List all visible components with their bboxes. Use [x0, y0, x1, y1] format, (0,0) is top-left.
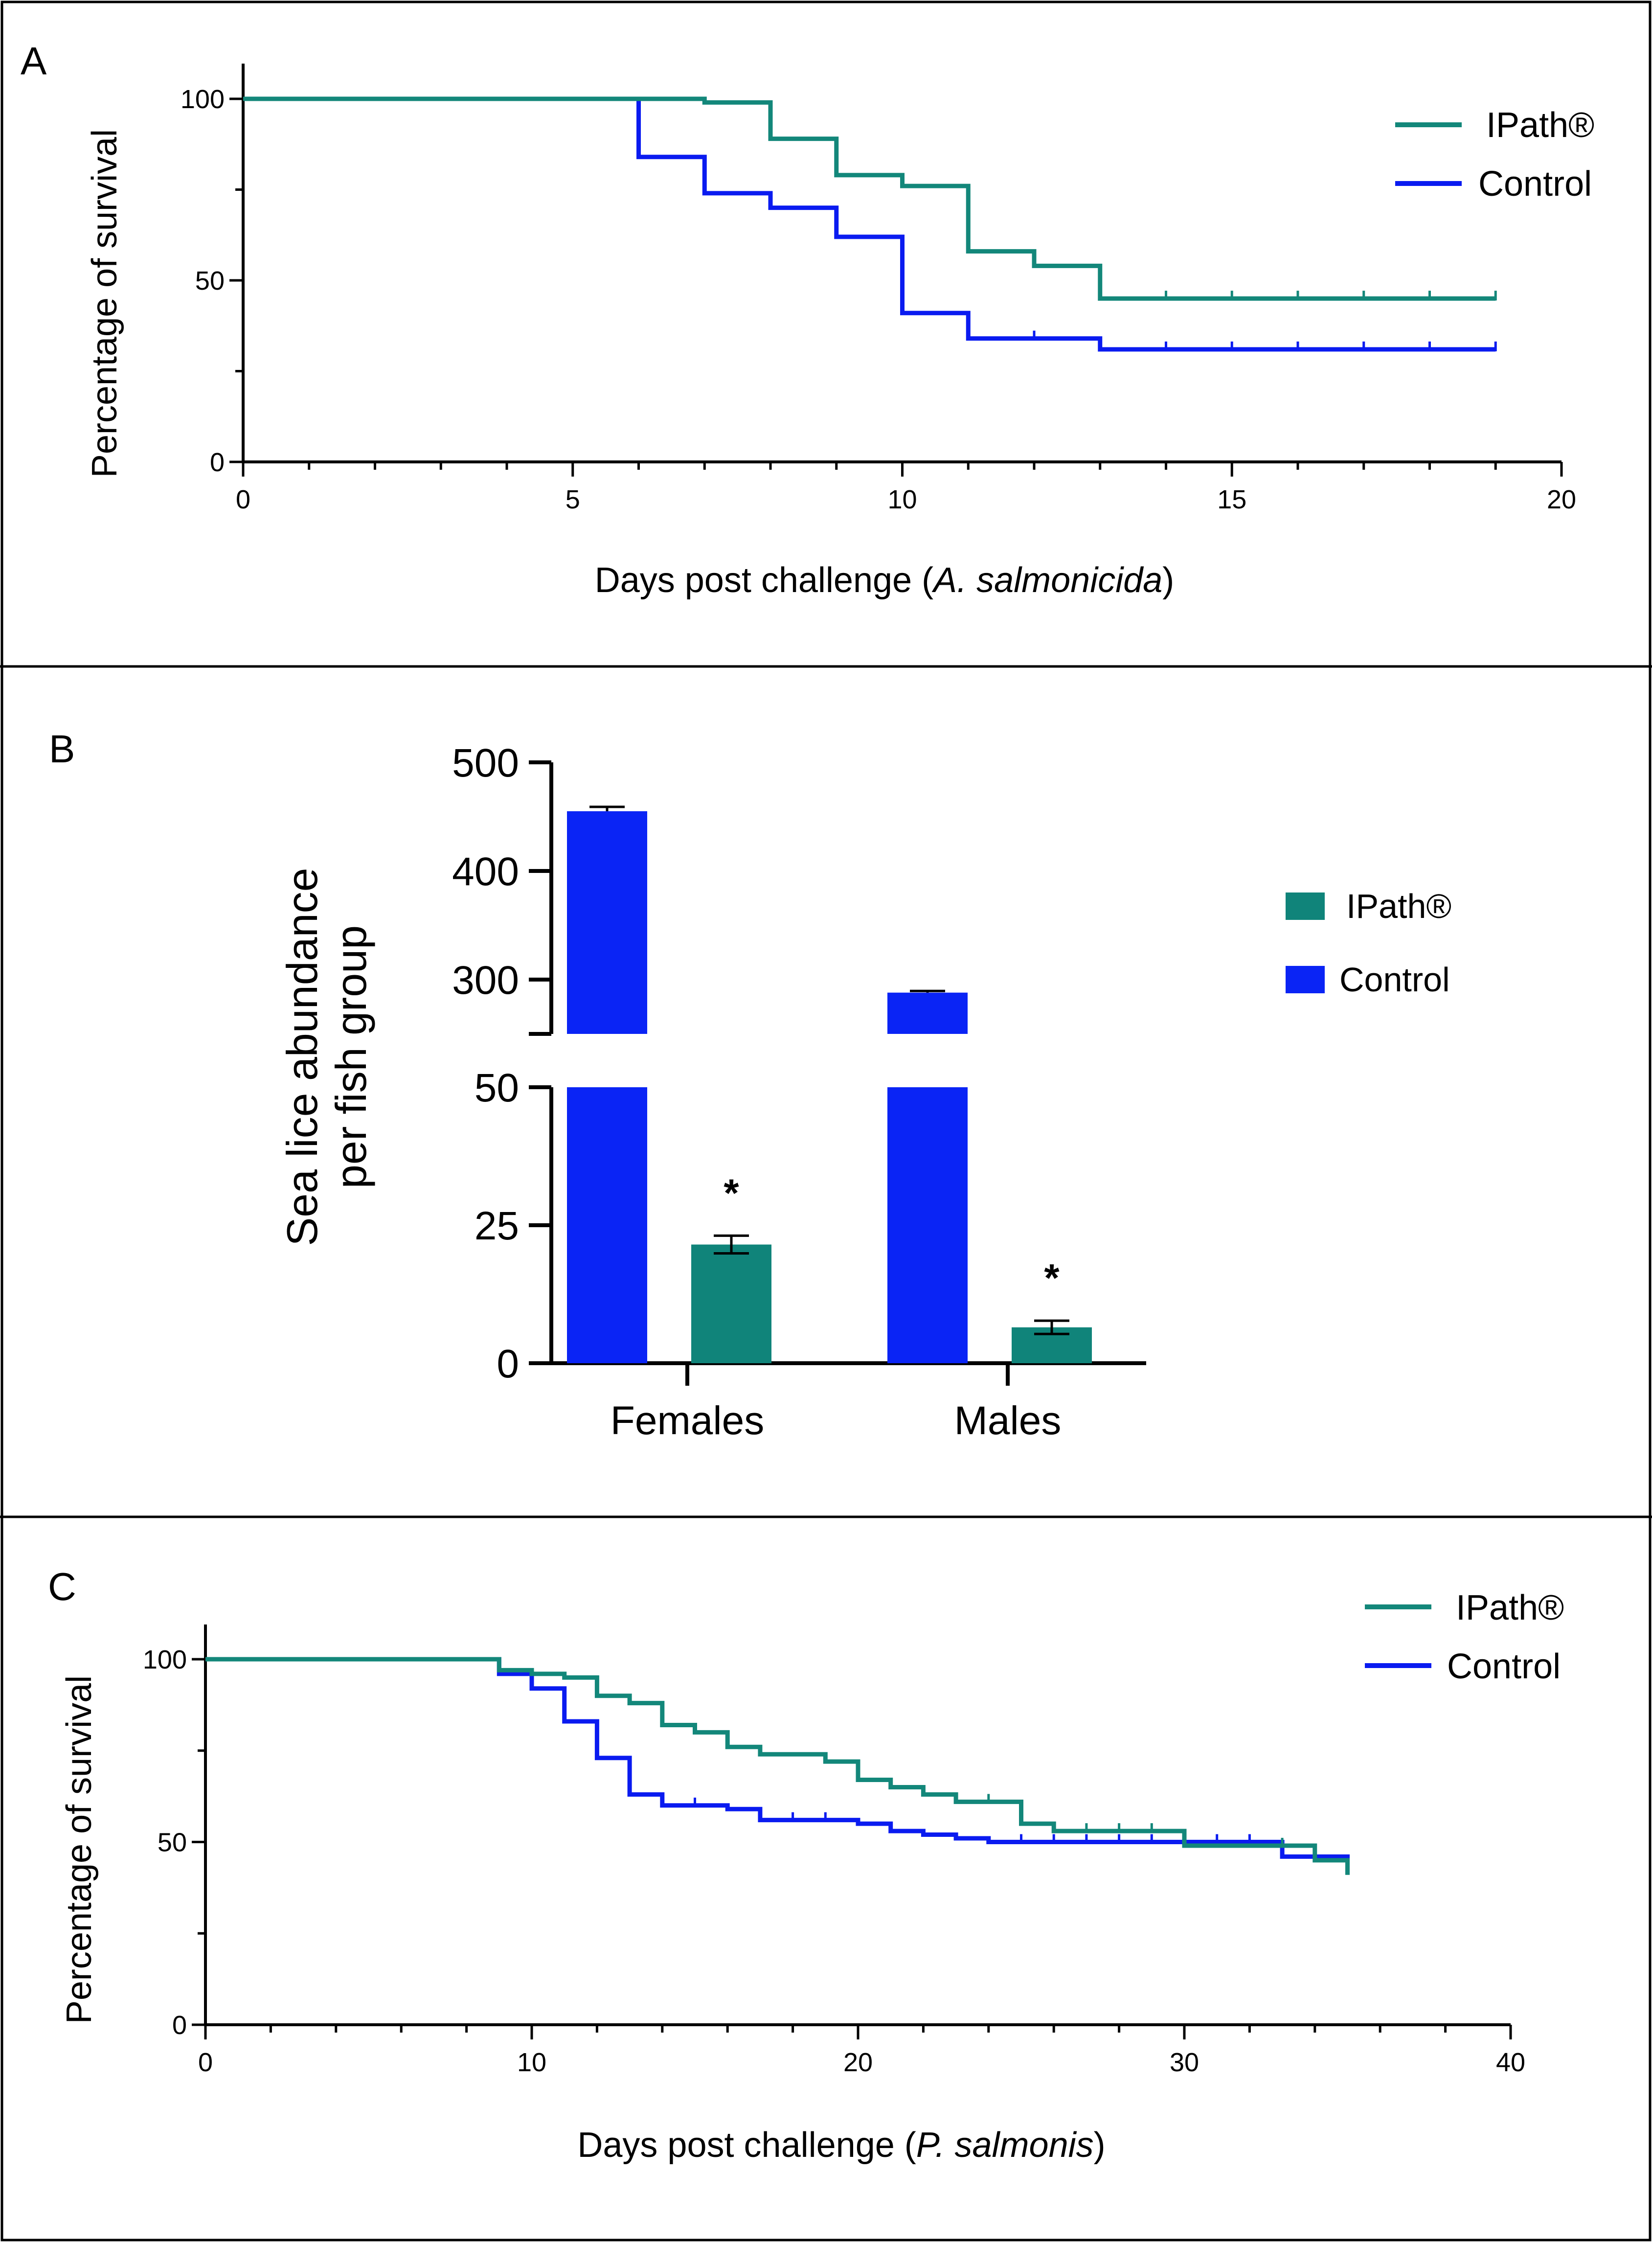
- panel-b-y-tick-label: 0: [497, 1342, 519, 1386]
- panel-a-x-tick-label: 15: [1217, 485, 1246, 514]
- panel-c-xlabel-italic: P. salmonis: [916, 2126, 1094, 2165]
- panel-a-line-control: [243, 96, 1496, 352]
- panel-b-significance-star: *: [724, 1171, 739, 1214]
- panel-c-x-tick-label: 20: [843, 2048, 873, 2077]
- panel-c-survival-chart: 0 10 20 30 40 0 50 100 Percentage of survival D…: [60, 1588, 1564, 2165]
- panel-a-legend: IPath® Control: [1395, 106, 1594, 204]
- panel-b-bars: **: [567, 805, 1092, 1363]
- panel-c-legend: IPath® Control: [1365, 1588, 1564, 1686]
- panel-a-survival-chart: 0 5 10 15 20 0 50 100 Percentage of survival Da…: [85, 64, 1594, 600]
- panel-letter-c: C: [48, 1565, 76, 1608]
- panel-a-y-tick-label: 100: [181, 85, 225, 114]
- panel-letter-a: A: [21, 39, 47, 83]
- panel-c-axes: 0 10 20 30 40 0 50 100: [143, 1624, 1525, 2077]
- panel-c-x-tick-label: 10: [517, 2048, 546, 2077]
- panel-b-x-tick-label: Females: [611, 1398, 764, 1443]
- panel-a-x-tick-label: 0: [236, 485, 250, 514]
- panel-b-x-tick-label: Males: [954, 1398, 1062, 1443]
- panel-c-legend-label-control: Control: [1447, 1647, 1561, 1686]
- panel-b-legend-label-ipath: IPath®: [1346, 887, 1451, 925]
- panel-b-legend-swatch-control: [1286, 966, 1325, 993]
- panel-b-y-tick-label: 50: [475, 1066, 519, 1110]
- panel-c-series: [205, 1657, 1350, 1875]
- panel-letter-b: B: [49, 727, 75, 771]
- panel-a-x-tick-label: 10: [887, 485, 917, 514]
- panel-b-bar-control-lower: [567, 1087, 647, 1363]
- panel-a-line-ipath: [243, 96, 1496, 301]
- panel-b-legend-label-control: Control: [1339, 961, 1450, 999]
- panel-c-xlabel-prefix: Days post challenge (: [577, 2126, 916, 2165]
- panel-a-legend-label-ipath: IPath®: [1486, 106, 1594, 145]
- panel-c-x-tick-label: 0: [198, 2048, 213, 2077]
- panel-b-bar-ipath: [691, 1244, 771, 1363]
- panel-b-legend-swatch-ipath: [1286, 892, 1325, 920]
- panel-a-y-tick-label: 0: [210, 448, 225, 477]
- panel-b-y-tick-label: 25: [475, 1204, 519, 1248]
- panel-c-x-tick-label: 40: [1496, 2048, 1525, 2077]
- panel-a-x-tick-label: 5: [566, 485, 580, 514]
- panel-c-y-tick-label: 50: [158, 1828, 187, 1857]
- panel-c-x-tick-label: 30: [1170, 2048, 1199, 2077]
- panel-a-xlabel-prefix: Days post challenge (: [595, 561, 933, 600]
- panel-b-y-tick-label: 300: [452, 958, 519, 1003]
- panel-b-axes: 300 400 500 0 25 50 Females Males: [452, 741, 1146, 1443]
- panel-b-y-tick-label: 500: [452, 741, 519, 785]
- panel-b-bar-control-upper: [887, 992, 968, 1034]
- panel-b-y-tick-label: 400: [452, 849, 519, 894]
- panel-a-x-tick-label: 20: [1547, 485, 1576, 514]
- panel-b-significance-star: *: [1044, 1256, 1060, 1300]
- panel-a-xlabel-italic: A. salmonicida: [931, 561, 1162, 600]
- panel-b-ylabel-line2: per fish group: [327, 925, 375, 1189]
- panel-b-ylabel-line1: Sea lice abundance: [278, 868, 326, 1246]
- panel-a-ylabel: Percentage of survival: [85, 129, 124, 478]
- panel-a-xlabel: Days post challenge (A. salmonicida): [595, 561, 1175, 600]
- panel-a-axes: 0 5 10 15 20 0 50 100: [181, 64, 1576, 514]
- panel-a-series: [243, 96, 1497, 352]
- panel-b-bar-control-lower: [887, 1087, 968, 1363]
- panel-c-xlabel: Days post challenge (P. salmonis): [577, 2126, 1105, 2165]
- panel-c-ylabel: Percentage of survival: [60, 1675, 99, 2024]
- panel-a-xlabel-suffix: ): [1162, 561, 1174, 600]
- panel-b-legend: IPath® Control: [1286, 887, 1451, 999]
- panel-c-y-tick-label: 100: [143, 1645, 187, 1674]
- panel-c-y-tick-label: 0: [172, 2011, 187, 2040]
- panel-a-legend-label-control: Control: [1478, 164, 1592, 204]
- panel-c-legend-label-ipath: IPath®: [1456, 1588, 1564, 1627]
- panel-a-y-tick-label: 50: [195, 266, 225, 296]
- panel-b-bar-control-upper: [567, 811, 647, 1034]
- panel-c-xlabel-suffix: ): [1094, 2126, 1106, 2165]
